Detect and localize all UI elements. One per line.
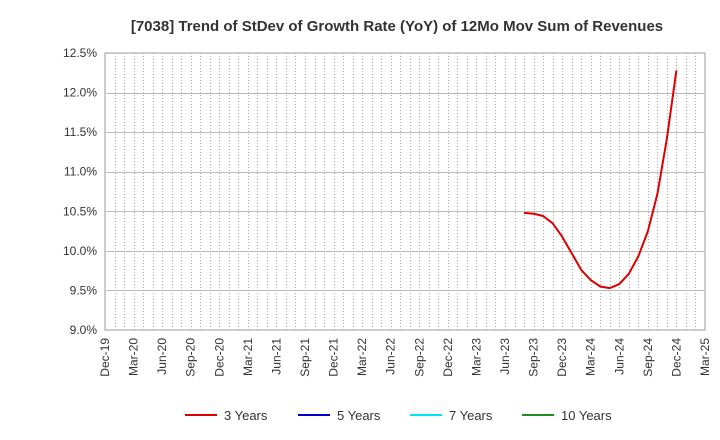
y-tick-label: 11.5%	[64, 125, 97, 139]
x-tick-label: Dec-23	[555, 338, 569, 377]
x-tick-label: Mar-25	[698, 338, 712, 376]
x-tick-label: Sep-20	[184, 338, 198, 377]
legend-label: 3 Years	[224, 408, 268, 423]
grid	[105, 53, 705, 330]
y-tick-label: 12.0%	[63, 86, 97, 100]
x-tick-label: Mar-22	[355, 338, 369, 376]
y-tick-label: 11.0%	[64, 165, 97, 179]
y-tick-label: 10.5%	[63, 204, 97, 218]
legend-label: 5 Years	[337, 408, 381, 423]
x-tick-label: Mar-23	[469, 338, 483, 376]
series-line-3-years	[523, 70, 678, 290]
legend-label: 7 Years	[449, 408, 493, 423]
x-tick-label: Jun-23	[498, 338, 512, 375]
x-tick-label: Mar-20	[127, 338, 141, 376]
axes: 9.0% 9.5% 10.0% 10.5% 11.0% 11.5% 12.0% 12.5% De…	[63, 46, 712, 377]
x-tick-label: Dec-24	[669, 338, 683, 377]
chart-title: [7038] Trend of StDev of Growth Rate (Yo…	[131, 18, 663, 35]
legend-label: 10 Years	[561, 408, 612, 423]
x-tick-label: Dec-20	[212, 338, 226, 377]
y-tick-label: 9.0%	[70, 323, 98, 337]
x-tick-label: Jun-20	[155, 338, 169, 375]
plot-area	[104, 52, 706, 331]
x-tick-label: Mar-24	[584, 338, 598, 376]
x-tick-label: Mar-21	[241, 338, 255, 376]
series-lines	[523, 70, 678, 290]
y-tick-label: 9.5%	[70, 283, 98, 297]
x-tick-label: Dec-22	[441, 338, 455, 377]
x-tick-label: Sep-22	[412, 338, 426, 377]
x-tick-label: Sep-23	[527, 338, 541, 377]
x-tick-label: Jun-22	[384, 338, 398, 375]
x-tick-label: Sep-24	[641, 338, 655, 377]
y-tick-label: 12.5%	[63, 46, 97, 60]
x-tick-label: Dec-21	[327, 338, 341, 377]
legend: 3 Years 5 Years 7 Years 10 Years	[185, 408, 612, 423]
x-tick-label: Jun-21	[269, 338, 283, 375]
x-tick-label: Jun-24	[612, 338, 626, 375]
x-tick-label: Dec-19	[98, 338, 112, 377]
y-tick-label: 10.0%	[63, 244, 97, 258]
x-tick-label: Sep-21	[298, 338, 312, 377]
